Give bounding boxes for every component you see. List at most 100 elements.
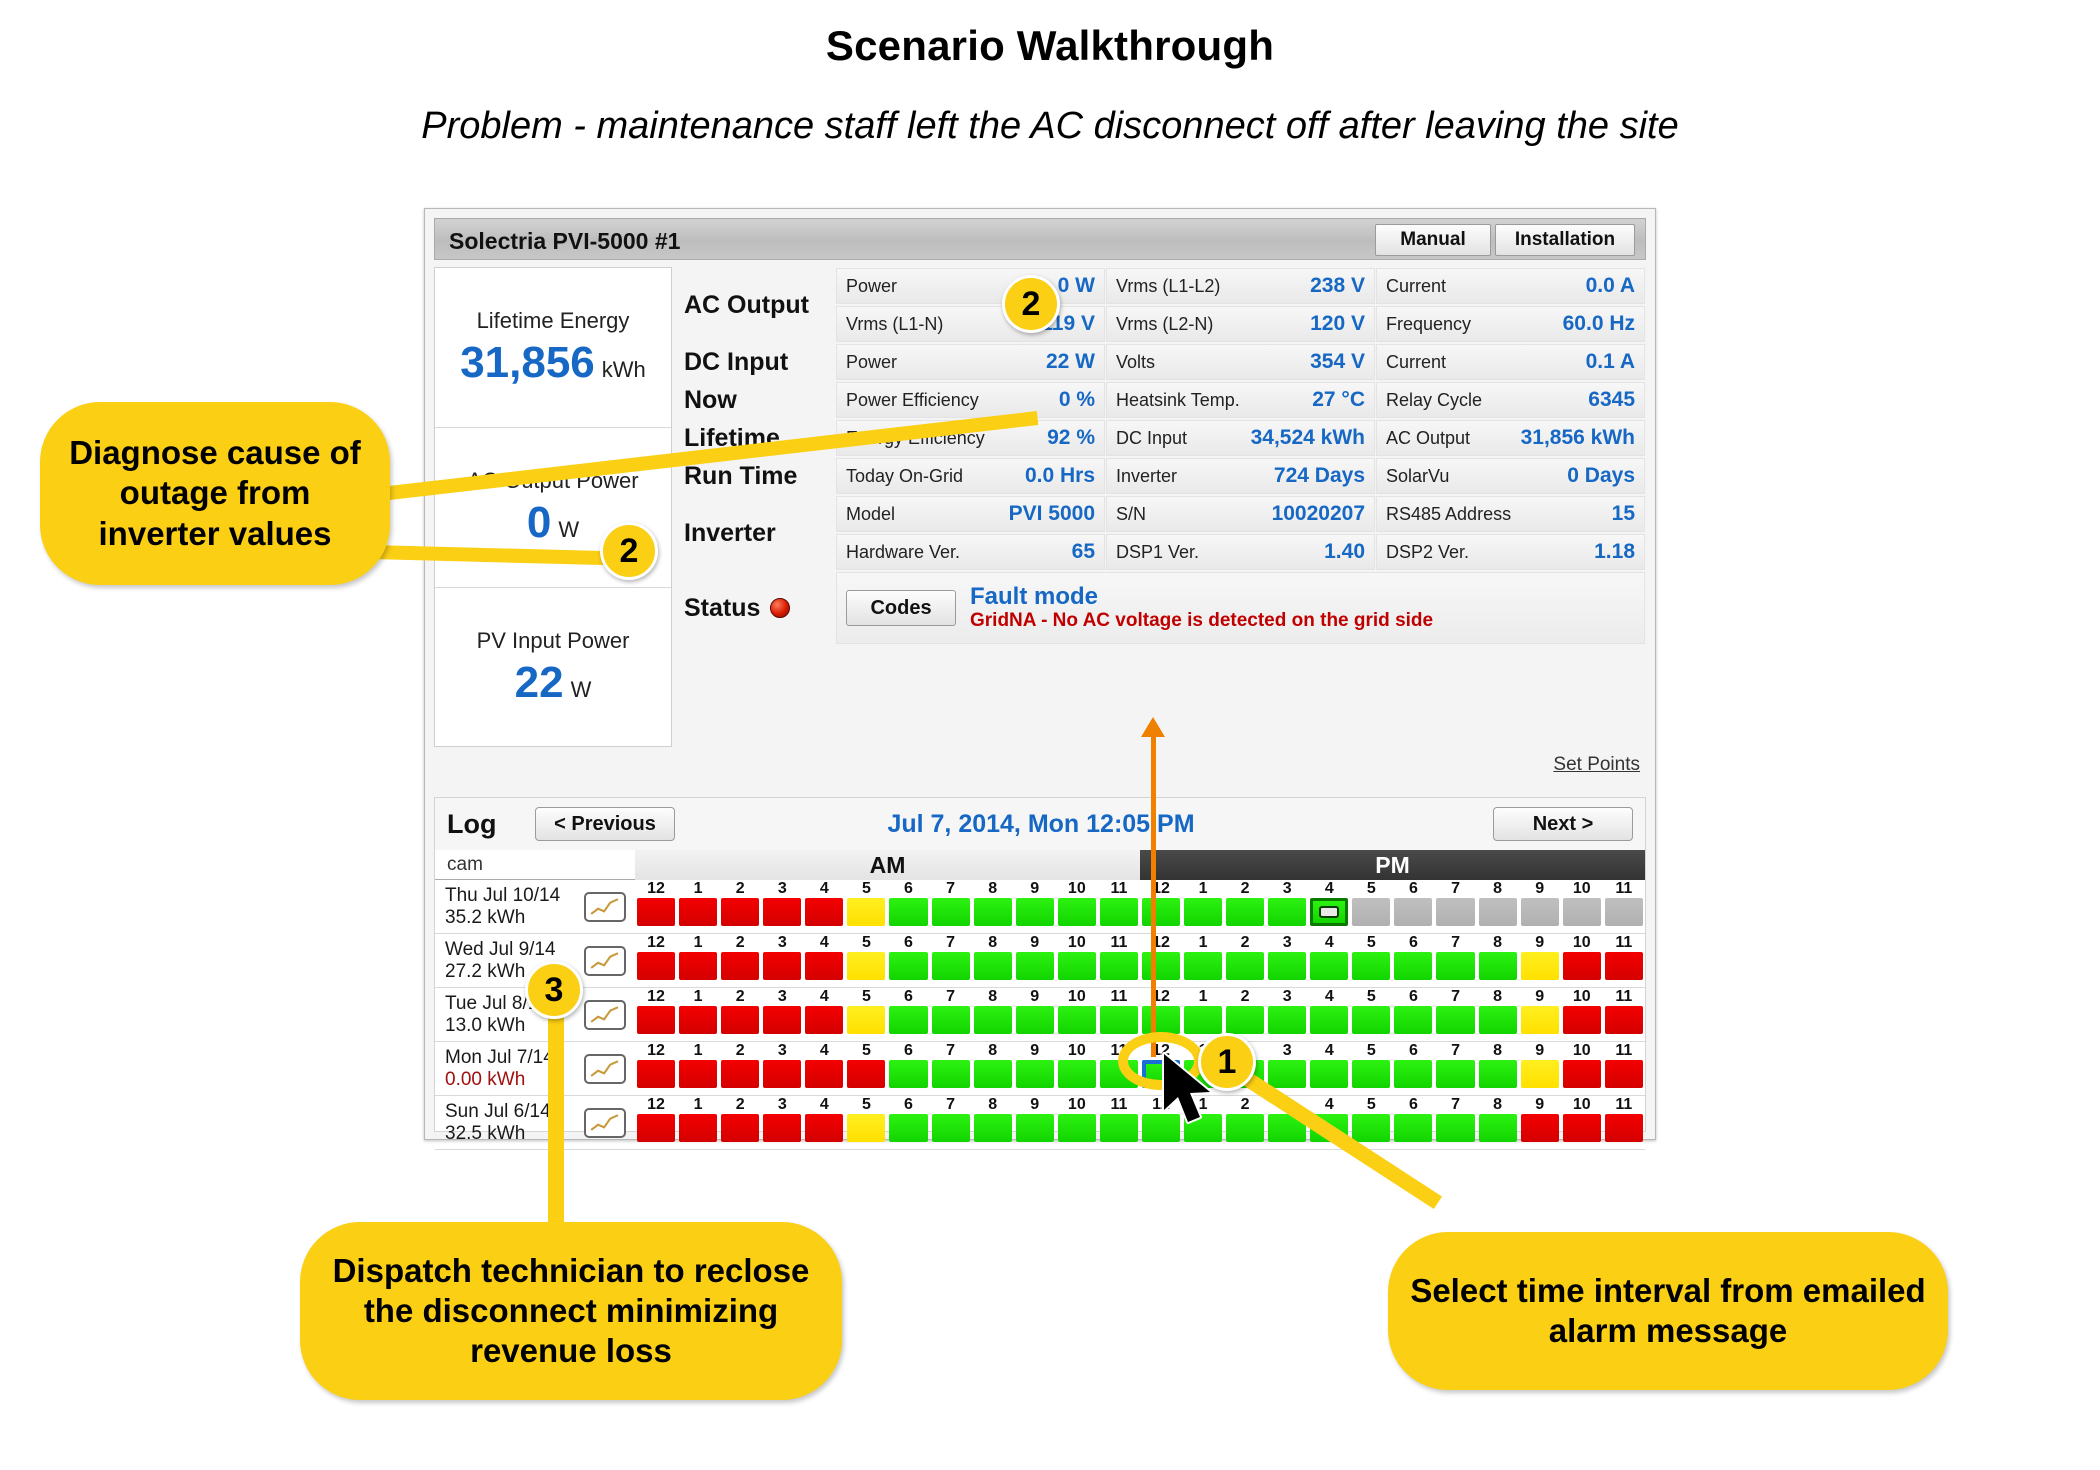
hour-status-box[interactable] <box>1057 1006 1096 1034</box>
hour-cell[interactable]: 1 <box>1182 988 1224 1041</box>
hour-status-box[interactable] <box>721 952 760 980</box>
hour-status-box[interactable] <box>721 1006 760 1034</box>
hour-cell[interactable]: 8 <box>1477 934 1519 987</box>
hour-status-box[interactable] <box>1436 1060 1475 1088</box>
hour-status-box[interactable] <box>1604 898 1643 926</box>
hour-cell[interactable]: 6 <box>1392 934 1434 987</box>
hour-cell[interactable]: 2 <box>1224 1096 1266 1149</box>
hour-status-box[interactable] <box>1478 898 1517 926</box>
hour-cell[interactable]: 8 <box>1477 880 1519 933</box>
hour-cell[interactable]: 2 <box>719 1096 761 1149</box>
hour-status-box[interactable] <box>1436 1006 1475 1034</box>
hour-status-box[interactable] <box>1562 898 1601 926</box>
hour-cell[interactable]: 12 <box>1140 880 1182 933</box>
hour-cell[interactable]: 7 <box>1434 1042 1476 1095</box>
hour-cell[interactable]: 4 <box>803 880 845 933</box>
hour-cell[interactable]: 3 <box>1266 934 1308 987</box>
hour-cell[interactable]: 12 <box>635 1096 677 1149</box>
hour-status-box[interactable] <box>931 1060 970 1088</box>
hour-status-box[interactable] <box>973 1006 1012 1034</box>
hour-cell[interactable]: 7 <box>1434 988 1476 1041</box>
hour-status-box[interactable] <box>1268 1060 1307 1088</box>
hour-status-box[interactable] <box>931 1114 970 1142</box>
hour-cell[interactable]: 7 <box>930 988 972 1041</box>
hour-cell[interactable]: 5 <box>845 1042 887 1095</box>
hour-status-box[interactable] <box>721 898 760 926</box>
hour-status-box[interactable] <box>1394 1114 1433 1142</box>
hour-status-box[interactable] <box>637 1060 676 1088</box>
hour-cell[interactable]: 10 <box>1561 1042 1603 1095</box>
hour-status-box[interactable] <box>679 898 718 926</box>
hour-cell[interactable]: 3 <box>761 1096 803 1149</box>
hour-cell[interactable]: 8 <box>972 1042 1014 1095</box>
hour-cell[interactable]: 10 <box>1561 934 1603 987</box>
hour-status-box[interactable] <box>763 952 802 980</box>
hour-cell[interactable]: 3 <box>761 988 803 1041</box>
hour-status-box[interactable] <box>763 1006 802 1034</box>
hour-cell[interactable]: 5 <box>1350 988 1392 1041</box>
hour-status-box[interactable] <box>1520 952 1559 980</box>
hour-status-box[interactable] <box>1562 952 1601 980</box>
hour-status-box[interactable] <box>1520 1114 1559 1142</box>
hour-cell[interactable]: 3 <box>761 934 803 987</box>
hour-cell[interactable]: 2 <box>1224 880 1266 933</box>
hour-status-box[interactable] <box>1604 1006 1643 1034</box>
hour-cell[interactable]: 1 <box>677 1042 719 1095</box>
hour-cell[interactable]: 11 <box>1603 934 1645 987</box>
hour-status-box[interactable] <box>1394 1060 1433 1088</box>
hour-status-box[interactable] <box>1015 898 1054 926</box>
hour-cell[interactable]: 10 <box>1056 1096 1098 1149</box>
hour-cell[interactable]: 5 <box>845 988 887 1041</box>
hour-status-box[interactable] <box>973 1060 1012 1088</box>
hour-cell[interactable]: 6 <box>887 880 929 933</box>
hour-status-box[interactable] <box>847 1114 886 1142</box>
hour-status-box[interactable] <box>931 898 970 926</box>
hour-status-box[interactable] <box>1310 898 1349 926</box>
hour-status-box[interactable] <box>1520 898 1559 926</box>
hour-cell[interactable]: 9 <box>1014 1042 1056 1095</box>
hour-cell[interactable]: 4 <box>803 934 845 987</box>
hour-cell[interactable]: 5 <box>845 880 887 933</box>
hour-status-box[interactable] <box>1394 1006 1433 1034</box>
hour-cell[interactable]: 1 <box>677 988 719 1041</box>
hour-cell[interactable]: 1 <box>677 934 719 987</box>
hour-cell[interactable]: 4 <box>803 1096 845 1149</box>
hour-cell[interactable]: 12 <box>1140 934 1182 987</box>
hour-cell[interactable]: 9 <box>1014 1096 1056 1149</box>
hour-cell[interactable]: 3 <box>1266 1042 1308 1095</box>
hour-cell[interactable]: 9 <box>1519 934 1561 987</box>
hour-status-box[interactable] <box>1520 1006 1559 1034</box>
hour-status-box[interactable] <box>1604 952 1643 980</box>
hour-status-box[interactable] <box>1141 1114 1181 1142</box>
hour-cell[interactable]: 8 <box>972 988 1014 1041</box>
hour-status-box[interactable] <box>1015 1114 1054 1142</box>
hour-status-box[interactable] <box>763 1114 802 1142</box>
hour-status-box[interactable] <box>1099 1114 1138 1142</box>
hour-status-box[interactable] <box>847 1006 886 1034</box>
hour-cell[interactable]: 11 <box>1098 988 1140 1041</box>
hour-cell[interactable]: 7 <box>930 1042 972 1095</box>
hour-cell[interactable]: 11 <box>1098 1096 1140 1149</box>
hour-status-box[interactable] <box>1015 1006 1054 1034</box>
hour-status-box[interactable] <box>1604 1060 1643 1088</box>
hour-status-box[interactable] <box>721 1114 760 1142</box>
hour-cell[interactable]: 9 <box>1014 988 1056 1041</box>
previous-button[interactable]: < Previous <box>535 807 675 841</box>
hour-cell[interactable]: 5 <box>1350 880 1392 933</box>
row-chart-button[interactable] <box>575 1042 635 1095</box>
codes-button[interactable]: Codes <box>846 590 956 626</box>
hour-cell[interactable]: 3 <box>1266 880 1308 933</box>
row-chart-button[interactable] <box>575 988 635 1041</box>
hour-cell[interactable]: 6 <box>1392 880 1434 933</box>
hour-status-box[interactable] <box>679 1060 718 1088</box>
hour-status-box[interactable] <box>637 1114 676 1142</box>
hour-status-box[interactable] <box>679 1114 718 1142</box>
hour-status-box[interactable] <box>931 952 970 980</box>
manual-button[interactable]: Manual <box>1375 224 1491 256</box>
hour-status-box[interactable] <box>763 898 802 926</box>
hour-status-box[interactable] <box>973 1114 1012 1142</box>
hour-status-box[interactable] <box>1226 952 1265 980</box>
hour-cell[interactable]: 4 <box>803 1042 845 1095</box>
hour-cell[interactable]: 7 <box>1434 934 1476 987</box>
hour-cell[interactable]: 8 <box>1477 1096 1519 1149</box>
